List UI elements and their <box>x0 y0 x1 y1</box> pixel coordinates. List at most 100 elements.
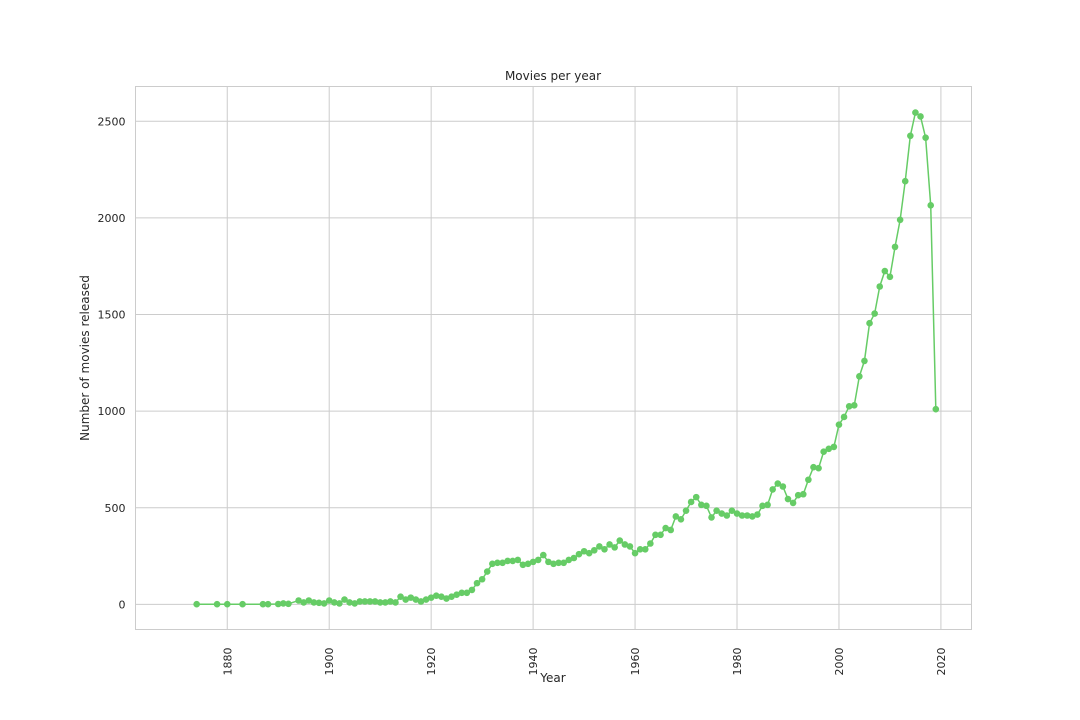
data-point <box>815 464 822 472</box>
data-point <box>453 591 460 599</box>
data-point <box>300 599 308 606</box>
data-point <box>677 516 685 523</box>
data-point <box>682 507 690 514</box>
data-point <box>555 559 562 567</box>
data-point <box>336 600 343 607</box>
data-point <box>932 405 940 413</box>
data-point <box>264 600 272 608</box>
data-point <box>346 599 353 606</box>
y-tick-label: 1500 <box>98 309 126 322</box>
grid-lines <box>135 86 972 630</box>
data-point <box>239 600 246 608</box>
data-point <box>759 502 766 510</box>
data-point <box>784 495 792 503</box>
data-point <box>708 514 715 521</box>
data-point <box>621 541 629 548</box>
data-point <box>305 597 313 604</box>
x-tick-label: 1940 <box>527 648 540 676</box>
data-point <box>529 558 537 566</box>
data-point <box>392 599 399 606</box>
x-tick-label: 2020 <box>935 648 948 676</box>
data-point <box>718 510 726 517</box>
data-point <box>662 524 669 532</box>
data-point <box>509 557 517 565</box>
data-point <box>341 596 348 603</box>
data-point <box>805 476 812 484</box>
data-point <box>295 597 302 604</box>
data-point <box>320 600 328 607</box>
data-point <box>754 511 761 518</box>
data-point <box>866 319 873 327</box>
data-point <box>672 513 680 520</box>
data-point <box>356 598 364 605</box>
data-point <box>478 575 486 583</box>
data-point <box>840 413 848 421</box>
data-point <box>912 109 919 116</box>
data-point <box>402 596 409 603</box>
data-point <box>443 595 450 602</box>
x-tick-label: 1920 <box>425 648 438 676</box>
data-point <box>743 512 751 519</box>
data-point <box>427 594 435 601</box>
data-point <box>657 531 664 539</box>
data-point <box>749 513 756 520</box>
data-point <box>927 202 935 209</box>
data-point <box>259 600 267 608</box>
data-point <box>820 448 827 456</box>
data-point <box>856 373 863 380</box>
data-point <box>647 540 654 547</box>
data-point <box>692 493 700 501</box>
x-tick-label: 2000 <box>833 648 846 676</box>
data-point <box>769 486 776 493</box>
data-series <box>193 109 940 608</box>
data-point <box>361 598 369 605</box>
data-point <box>448 593 455 600</box>
y-tick-label: 2000 <box>98 212 126 225</box>
data-point <box>524 560 532 568</box>
data-point <box>489 560 496 568</box>
data-point <box>310 599 318 606</box>
data-point <box>483 568 491 575</box>
data-point <box>703 502 710 510</box>
x-tick-label: 1880 <box>221 648 234 676</box>
data-point <box>886 273 894 281</box>
data-point <box>636 546 644 553</box>
data-point <box>596 543 603 550</box>
data-point <box>601 546 608 553</box>
x-tick-label: 1960 <box>629 648 642 676</box>
data-point <box>545 558 552 566</box>
data-point <box>412 596 420 603</box>
data-point <box>626 543 634 550</box>
series-line <box>196 111 937 605</box>
data-point <box>764 501 771 509</box>
tick-labels: 1880 1900 1920 1940 1960 1980 2000 2020 0 500 1000… <box>98 115 948 675</box>
data-point <box>652 531 659 539</box>
data-point <box>274 600 282 608</box>
x-tick-label: 1980 <box>731 648 744 676</box>
y-tick-label: 1000 <box>98 405 126 418</box>
data-point <box>376 599 384 606</box>
data-point <box>779 483 787 490</box>
data-point <box>285 600 292 608</box>
data-point <box>494 559 501 567</box>
data-point <box>590 546 598 554</box>
data-point <box>504 557 511 565</box>
data-point <box>845 403 853 410</box>
data-point <box>794 491 802 499</box>
data-point <box>570 554 578 562</box>
data-point <box>540 551 547 559</box>
data-point <box>280 600 287 607</box>
data-point <box>407 594 415 601</box>
data-point <box>499 559 506 567</box>
data-point <box>397 593 404 600</box>
data-point <box>550 560 557 568</box>
data-point <box>315 599 323 607</box>
data-point <box>713 507 720 514</box>
data-point <box>789 499 797 507</box>
data-point <box>325 597 333 604</box>
data-point <box>193 600 200 608</box>
data-point <box>560 559 567 567</box>
chart-title: Movies per year <box>505 69 601 83</box>
data-point <box>611 544 618 551</box>
